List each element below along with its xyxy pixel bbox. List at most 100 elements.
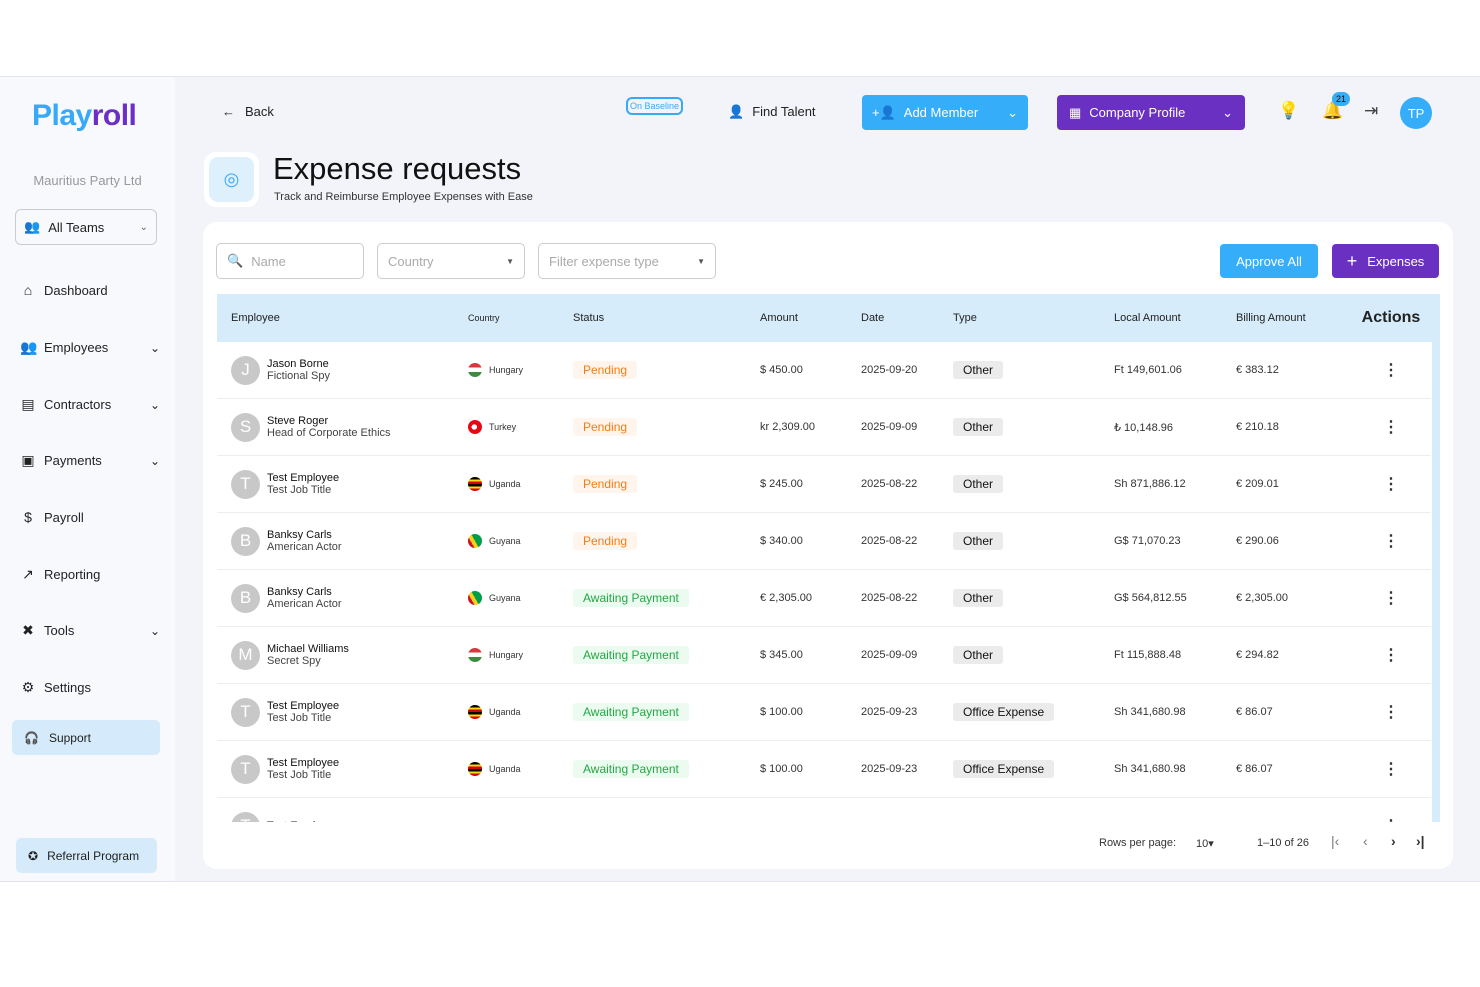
more-vertical-icon[interactable]: ⋮ bbox=[1361, 816, 1421, 822]
rows-per-page-select[interactable]: 10▾ bbox=[1196, 838, 1214, 850]
find-talent-button[interactable]: 👤 Find Talent bbox=[728, 104, 816, 120]
avatar: T bbox=[231, 754, 260, 784]
more-vertical-icon[interactable]: ⋮ bbox=[1383, 647, 1399, 664]
flag-icon bbox=[468, 477, 482, 491]
page-icon-box: ◎ bbox=[204, 152, 259, 207]
employee-name[interactable]: Banksy Carls bbox=[267, 586, 332, 598]
expenses-card: 🔍 Name Country ▼ Filter expense type ▼ Appr… bbox=[203, 222, 1453, 869]
approve-all-button[interactable]: Approve All bbox=[1220, 244, 1318, 278]
chart-line-icon: ↗ bbox=[22, 566, 34, 582]
referral-program-button[interactable]: ✪ Referral Program bbox=[16, 838, 157, 873]
more-vertical-icon[interactable]: ⋮ bbox=[1383, 533, 1399, 550]
employee-name[interactable]: Jason Borne bbox=[267, 358, 329, 370]
table-row[interactable]: J Jason Borne Fictional Spy Hungary Pendin… bbox=[217, 342, 1431, 399]
sidebar-item-payroll[interactable]: $ Payroll bbox=[20, 509, 160, 525]
billing-amount: € 2,305.00 bbox=[1236, 592, 1288, 604]
employee-name[interactable]: Test Employee bbox=[267, 820, 339, 822]
column-header[interactable]: Local Amount bbox=[1114, 312, 1181, 324]
date: 2025-09-20 bbox=[861, 364, 918, 376]
name-search-input[interactable]: 🔍 Name bbox=[216, 243, 364, 279]
company-profile-button[interactable]: ▦ Company Profile ⌄ bbox=[1057, 95, 1245, 130]
table-scrollbar[interactable] bbox=[1432, 342, 1440, 822]
back-button[interactable]: ← Back bbox=[222, 104, 274, 119]
local-amount: ₺ 10,148.96 bbox=[1114, 421, 1173, 434]
sidebar-item-tools[interactable]: ✖ Tools ⌄ bbox=[20, 622, 160, 639]
status-badge: Pending bbox=[573, 532, 638, 550]
expense-type-placeholder: Filter expense type bbox=[549, 253, 659, 269]
table-row[interactable]: B Banksy Carls American Actor Guyana Await… bbox=[217, 570, 1431, 627]
country: Uganda bbox=[489, 764, 521, 774]
sidebar-item-label: Dashboard bbox=[44, 282, 108, 298]
coins-icon: ◎ bbox=[209, 157, 254, 202]
expense-type-select[interactable]: Filter expense type ▼ bbox=[538, 243, 716, 279]
last-page-icon[interactable]: ›| bbox=[1416, 833, 1425, 849]
date: 2025-09-23 bbox=[861, 706, 918, 718]
first-page-icon[interactable]: |‹ bbox=[1331, 833, 1340, 849]
more-vertical-icon[interactable]: ⋮ bbox=[1383, 704, 1399, 721]
more-vertical-icon[interactable]: ⋮ bbox=[1383, 476, 1399, 493]
amount: $ 100.00 bbox=[760, 763, 803, 775]
country: Hungary bbox=[489, 365, 524, 375]
amount: kr 2,309.00 bbox=[760, 421, 816, 433]
type-badge: Office Expense bbox=[953, 703, 1055, 721]
table-row[interactable]: M Michael Williams Secret Spy Hungary Awai… bbox=[217, 627, 1431, 684]
add-member-button[interactable]: +👤 Add Member ⌄ bbox=[862, 95, 1028, 130]
sidebar-item-dashboard[interactable]: ⌂ Dashboard bbox=[20, 282, 160, 298]
employee-name[interactable]: Test Employee bbox=[267, 700, 340, 712]
more-vertical-icon[interactable]: ⋮ bbox=[1383, 362, 1399, 379]
job-title: Test Job Title bbox=[267, 484, 332, 496]
column-header[interactable]: Country bbox=[468, 313, 500, 323]
lightbulb-icon[interactable]: 💡 bbox=[1278, 101, 1300, 120]
avatar: T bbox=[231, 811, 260, 822]
more-vertical-icon[interactable]: ⋮ bbox=[1383, 761, 1399, 778]
column-header[interactable]: Date bbox=[861, 312, 885, 324]
column-header[interactable]: Amount bbox=[760, 312, 798, 324]
employee-name[interactable]: Steve Roger bbox=[267, 415, 329, 427]
type-badge: Other bbox=[953, 361, 1004, 379]
sidebar-item-employees[interactable]: 👥 Employees ⌄ bbox=[20, 339, 160, 356]
sidebar-item-contractors[interactable]: ▤ Contractors ⌄ bbox=[20, 396, 160, 413]
add-expenses-button[interactable]: + Expenses bbox=[1332, 244, 1439, 278]
table-row[interactable]: B Banksy Carls American Actor Guyana Pendi… bbox=[217, 513, 1431, 570]
column-header[interactable]: Type bbox=[953, 312, 977, 324]
table-row[interactable]: T Test Employee Test Job Title Uganda Awai… bbox=[217, 684, 1431, 741]
avatar: B bbox=[231, 583, 260, 613]
logout-icon[interactable]: ⇥ bbox=[1364, 101, 1379, 120]
next-page-icon[interactable]: › bbox=[1391, 833, 1396, 849]
country-select[interactable]: Country ▼ bbox=[377, 243, 525, 279]
chevron-down-icon: ⌄ bbox=[149, 340, 160, 355]
local-amount: Ft 115,888.48 bbox=[1114, 649, 1182, 661]
chevron-down-icon: ⌄ bbox=[149, 453, 160, 468]
building-icon: ▦ bbox=[1069, 104, 1082, 120]
country: Uganda bbox=[489, 707, 521, 717]
prev-page-icon[interactable]: ‹ bbox=[1363, 833, 1368, 849]
table-row[interactable]: T Test Employee Test Job Title Uganda Pend… bbox=[217, 456, 1431, 513]
employee-name[interactable]: Michael Williams bbox=[267, 643, 349, 655]
table-row[interactable]: S Steve Roger Head of Corporate Ethics Tur… bbox=[217, 399, 1431, 456]
user-avatar[interactable]: TP bbox=[1400, 97, 1432, 129]
sidebar-item-reporting[interactable]: ↗ Reporting bbox=[20, 566, 160, 583]
home-icon: ⌂ bbox=[23, 282, 33, 298]
employee-name[interactable]: Banksy Carls bbox=[267, 529, 332, 541]
column-header[interactable]: Employee bbox=[231, 312, 280, 324]
teams-select[interactable]: 👥 All Teams ⌄ bbox=[15, 209, 157, 245]
plus-icon: + bbox=[1346, 250, 1358, 271]
more-vertical-icon[interactable]: ⋮ bbox=[1383, 590, 1399, 607]
table-row[interactable]: T Test Employee ⋮ bbox=[217, 798, 1431, 822]
more-vertical-icon[interactable]: ⋮ bbox=[1383, 419, 1399, 436]
employee-name[interactable]: Test Employee bbox=[267, 757, 340, 769]
column-header[interactable]: Status bbox=[573, 312, 605, 324]
avatar: T bbox=[231, 469, 260, 499]
employee-name[interactable]: Test Employee bbox=[267, 472, 340, 484]
support-button[interactable]: 🎧 Support bbox=[12, 720, 160, 755]
column-header[interactable]: Billing Amount bbox=[1236, 312, 1306, 324]
add-member-label: Add Member bbox=[903, 105, 979, 120]
on-baseline-badge[interactable]: On Baseline bbox=[626, 97, 684, 115]
local-amount: Ft 149,601.06 bbox=[1114, 364, 1182, 376]
table-row[interactable]: T Test Employee Test Job Title Uganda Awai… bbox=[217, 741, 1431, 798]
column-header: Actions bbox=[1361, 309, 1421, 326]
sidebar-item-payments[interactable]: ▣ Payments ⌄ bbox=[20, 452, 160, 469]
logo[interactable]: Playroll bbox=[32, 99, 137, 133]
tools-icon: ✖ bbox=[22, 622, 34, 638]
sidebar-item-settings[interactable]: ⚙ Settings bbox=[20, 679, 160, 696]
